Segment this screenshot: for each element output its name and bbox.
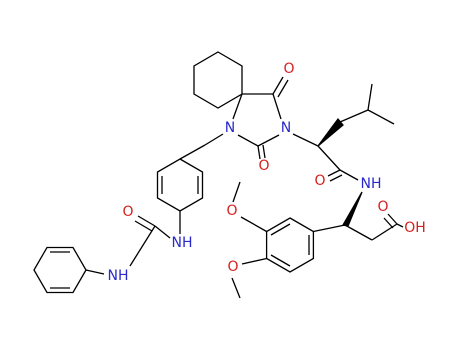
bond xyxy=(232,181,241,203)
atom-label: N xyxy=(225,120,235,136)
bond xyxy=(241,257,267,265)
atom-label: NH xyxy=(108,268,129,284)
bond xyxy=(367,109,395,125)
bond xyxy=(387,213,398,225)
bond xyxy=(257,145,261,160)
bond xyxy=(231,277,241,299)
bond xyxy=(272,76,284,95)
atom-label: O xyxy=(377,199,388,215)
atom-labels: N N O O O NH O OH O O NH O NH xyxy=(108,61,426,284)
bond xyxy=(383,217,394,229)
atom-label: O xyxy=(314,173,325,189)
atom-label: O xyxy=(227,259,238,275)
bond xyxy=(154,225,171,239)
bond xyxy=(257,134,280,147)
bond xyxy=(240,216,267,233)
bond xyxy=(270,254,291,267)
atom-label: OH xyxy=(404,220,426,236)
atom-label: O xyxy=(226,203,237,219)
benzene-ring xyxy=(156,158,204,212)
bond xyxy=(396,223,404,228)
bond xyxy=(329,174,343,182)
bond xyxy=(339,109,369,123)
atom-label: O xyxy=(283,61,294,77)
atom-label: NH xyxy=(361,176,382,192)
cyclohexane-ring xyxy=(193,51,243,109)
bond xyxy=(204,133,224,146)
bonds xyxy=(33,51,404,299)
dimethoxyphenyl-ring xyxy=(265,217,315,273)
bond xyxy=(313,224,346,233)
bond xyxy=(262,144,266,159)
bond xyxy=(344,224,373,241)
atom-label: O xyxy=(258,158,269,174)
bond xyxy=(272,93,282,120)
phenyl-ring xyxy=(33,246,87,294)
bond xyxy=(232,93,243,120)
bond xyxy=(277,79,289,98)
bond xyxy=(179,144,206,160)
bond xyxy=(134,220,153,232)
wedge-bond xyxy=(341,191,363,227)
atom-label: NH xyxy=(172,235,193,251)
bond xyxy=(371,223,398,241)
bond xyxy=(137,215,156,227)
bond xyxy=(339,169,359,181)
bond xyxy=(317,145,341,171)
bond xyxy=(270,223,291,236)
bond xyxy=(85,269,105,275)
bond xyxy=(237,134,259,147)
bond xyxy=(327,169,341,177)
bond xyxy=(129,225,156,267)
bond xyxy=(292,133,319,147)
atom-label: O xyxy=(122,204,133,220)
wedge-bond xyxy=(317,117,344,147)
atom-label: N xyxy=(281,120,291,136)
bond xyxy=(367,83,373,111)
